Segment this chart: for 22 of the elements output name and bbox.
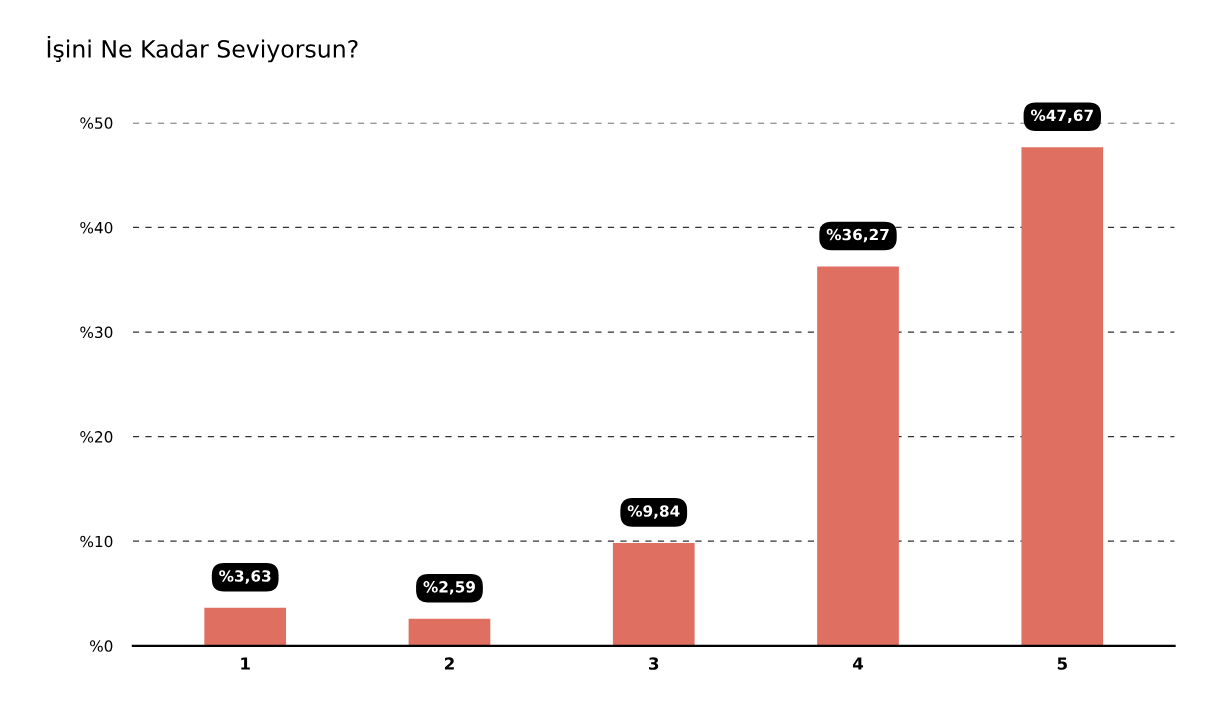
y-tick-label: %40 bbox=[80, 221, 113, 234]
data-label: %47,67 bbox=[1030, 109, 1093, 124]
x-tick-label: 2 bbox=[444, 657, 454, 670]
data-label: %2,59 bbox=[423, 581, 475, 595]
x-tick-label: 3 bbox=[649, 657, 659, 670]
x-tick-label: 1 bbox=[241, 657, 250, 670]
y-tick-label: %50 bbox=[80, 117, 113, 129]
data-label: %3,63 bbox=[219, 570, 271, 584]
bar bbox=[204, 607, 287, 646]
y-tick-label: %20 bbox=[80, 431, 113, 443]
y-tick-label: %10 bbox=[80, 535, 113, 548]
x-tick-label: 5 bbox=[1057, 657, 1067, 670]
bar bbox=[408, 618, 491, 646]
y-tick-label: %0 bbox=[90, 640, 113, 652]
bar bbox=[1021, 147, 1104, 646]
data-label: %9,84 bbox=[627, 505, 680, 519]
bar bbox=[817, 266, 899, 646]
data-label: %36,27 bbox=[826, 228, 889, 243]
bar bbox=[612, 542, 695, 646]
y-tick-label: %30 bbox=[80, 326, 113, 339]
chart-title: İşini Ne Kadar Seviyorsun? bbox=[47, 35, 358, 63]
x-tick-label: 4 bbox=[852, 657, 864, 670]
